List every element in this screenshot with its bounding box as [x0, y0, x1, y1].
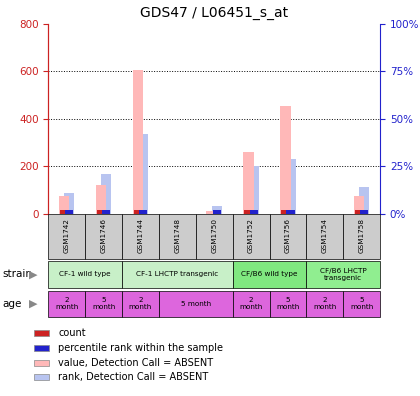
- Bar: [286, 210, 295, 214]
- Text: GSM1742: GSM1742: [64, 219, 70, 253]
- Bar: [96, 185, 106, 214]
- Text: GSM1744: GSM1744: [137, 219, 144, 253]
- Text: 2
month: 2 month: [55, 297, 79, 310]
- Bar: [122, 291, 159, 317]
- Bar: [34, 330, 50, 336]
- Bar: [34, 374, 50, 380]
- Bar: [65, 210, 73, 214]
- Text: strain: strain: [2, 269, 32, 279]
- Text: rank, Detection Call = ABSENT: rank, Detection Call = ABSENT: [58, 372, 208, 382]
- Bar: [212, 206, 222, 214]
- Text: percentile rank within the sample: percentile rank within the sample: [58, 343, 223, 353]
- Bar: [64, 193, 74, 214]
- Bar: [34, 345, 50, 351]
- Bar: [159, 291, 233, 317]
- Text: CF/B6 wild type: CF/B6 wild type: [241, 271, 298, 277]
- Text: GSM1746: GSM1746: [101, 219, 107, 253]
- Bar: [233, 291, 270, 317]
- Bar: [343, 291, 380, 317]
- Bar: [196, 214, 233, 259]
- Bar: [233, 214, 270, 259]
- Bar: [360, 210, 368, 214]
- Bar: [207, 211, 217, 214]
- Text: CF-1 wild type: CF-1 wild type: [59, 271, 111, 277]
- Bar: [85, 214, 122, 259]
- Text: 5 month: 5 month: [181, 301, 211, 307]
- Bar: [59, 196, 69, 214]
- Bar: [159, 214, 196, 259]
- Text: GSM1758: GSM1758: [359, 219, 365, 253]
- Bar: [122, 214, 159, 259]
- Text: 5
month: 5 month: [276, 297, 299, 310]
- Text: 2
month: 2 month: [313, 297, 336, 310]
- Bar: [122, 261, 233, 287]
- Text: GSM1752: GSM1752: [248, 219, 254, 253]
- Bar: [48, 214, 85, 259]
- Bar: [244, 210, 252, 214]
- Bar: [213, 210, 221, 214]
- Bar: [249, 210, 258, 214]
- Bar: [280, 106, 291, 214]
- Bar: [85, 291, 122, 317]
- Text: 2
month: 2 month: [129, 297, 152, 310]
- Text: GSM1756: GSM1756: [285, 219, 291, 253]
- Text: CF-1 LHCTP transgenic: CF-1 LHCTP transgenic: [136, 271, 218, 277]
- Text: 5
month: 5 month: [92, 297, 115, 310]
- Text: ▶: ▶: [29, 269, 37, 279]
- Bar: [355, 210, 363, 214]
- Bar: [270, 291, 306, 317]
- Text: GSM1750: GSM1750: [211, 219, 217, 253]
- Bar: [102, 210, 110, 214]
- Bar: [243, 152, 254, 214]
- Bar: [48, 261, 122, 287]
- Bar: [270, 214, 306, 259]
- Text: CF/B6 LHCTP
transgenic: CF/B6 LHCTP transgenic: [320, 268, 367, 281]
- Bar: [285, 159, 296, 214]
- Bar: [133, 70, 143, 214]
- Text: ▶: ▶: [29, 299, 37, 309]
- Bar: [48, 291, 85, 317]
- Bar: [139, 210, 147, 214]
- Text: 2
month: 2 month: [239, 297, 262, 310]
- Text: 5
month: 5 month: [350, 297, 373, 310]
- Bar: [249, 166, 259, 214]
- Text: GSM1748: GSM1748: [174, 219, 180, 253]
- Bar: [97, 210, 105, 214]
- Bar: [138, 134, 148, 214]
- Bar: [343, 214, 380, 259]
- Text: age: age: [2, 299, 21, 309]
- Bar: [281, 210, 289, 214]
- Bar: [359, 187, 370, 214]
- Text: GSM1754: GSM1754: [322, 219, 328, 253]
- Bar: [306, 261, 380, 287]
- Bar: [306, 291, 343, 317]
- Text: count: count: [58, 328, 86, 338]
- Bar: [354, 196, 364, 214]
- Bar: [101, 174, 111, 214]
- Bar: [233, 261, 306, 287]
- Text: value, Detection Call = ABSENT: value, Detection Call = ABSENT: [58, 358, 213, 367]
- Bar: [306, 214, 343, 259]
- Bar: [134, 210, 142, 214]
- Bar: [60, 210, 68, 214]
- Title: GDS47 / L06451_s_at: GDS47 / L06451_s_at: [140, 6, 288, 20]
- Bar: [34, 360, 50, 366]
